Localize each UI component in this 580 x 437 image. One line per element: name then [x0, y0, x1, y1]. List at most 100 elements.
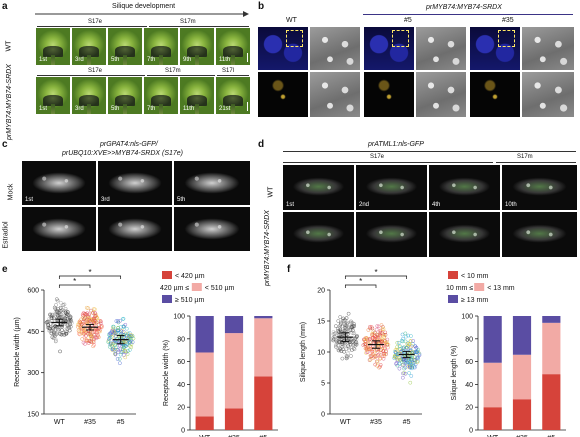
data-point	[385, 342, 390, 347]
data-point	[409, 334, 413, 338]
data-point	[93, 307, 97, 312]
data-point	[400, 363, 405, 368]
data-point	[66, 317, 70, 321]
silique-image: 11th	[216, 28, 250, 65]
panel-d-stage2: S17m	[517, 154, 533, 160]
data-point	[126, 331, 130, 336]
data-point	[379, 323, 384, 327]
data-point	[395, 363, 400, 368]
bar-segment	[195, 316, 214, 353]
data-point	[382, 354, 387, 358]
data-point	[91, 311, 96, 315]
data-point	[86, 317, 91, 322]
y-tick-label: 80	[465, 336, 473, 343]
data-point	[68, 315, 73, 319]
x-tick-label: #35	[228, 435, 240, 437]
data-point	[89, 308, 93, 313]
x-tick-label: #5	[259, 435, 267, 437]
data-point	[77, 329, 82, 334]
data-point	[93, 318, 97, 323]
data-point	[118, 352, 123, 357]
data-point	[412, 358, 417, 363]
bar-segment	[254, 376, 273, 430]
y-axis-label: Silique length (mm)	[300, 322, 307, 382]
data-point	[413, 344, 418, 349]
bar-segment	[254, 316, 273, 319]
data-point	[81, 319, 86, 324]
data-point	[119, 329, 124, 334]
data-point	[375, 359, 379, 364]
data-point	[399, 349, 404, 353]
bar-segment	[483, 316, 502, 363]
data-point	[373, 362, 378, 367]
data-point	[373, 354, 378, 358]
fluorescence-zoom-image	[364, 72, 414, 117]
data-point	[336, 336, 340, 340]
bar-segment	[195, 416, 214, 430]
data-point	[374, 348, 379, 353]
y-tick-label: 60	[465, 359, 473, 366]
data-point	[337, 348, 341, 353]
data-point	[394, 361, 399, 365]
data-point	[397, 345, 402, 349]
data-point	[76, 322, 80, 327]
data-point	[91, 338, 96, 343]
data-point	[410, 365, 415, 370]
data-point	[346, 346, 351, 351]
data-point	[91, 330, 95, 335]
data-point	[91, 344, 95, 349]
data-point	[123, 340, 127, 345]
panel-a-row2-label: prMYB74:MYB74-SRDX	[6, 64, 13, 140]
data-point	[122, 333, 127, 337]
data-point	[48, 322, 53, 326]
data-point	[100, 325, 104, 329]
data-point	[416, 350, 421, 355]
data-point	[341, 316, 346, 321]
data-point	[85, 311, 90, 315]
x-tick-label: WT	[54, 419, 66, 426]
silique-image: 3rd	[72, 77, 106, 114]
data-point	[362, 337, 367, 341]
data-point	[336, 319, 341, 323]
data-point	[58, 300, 63, 305]
bar-segment	[512, 316, 532, 355]
data-point	[385, 337, 390, 342]
panel-d-images: 1st 2nd 4th 10th	[283, 165, 577, 257]
data-point	[380, 327, 385, 332]
data-point	[82, 317, 86, 322]
bar-segment	[542, 374, 561, 430]
data-point	[110, 348, 114, 352]
data-point	[377, 365, 381, 370]
data-point	[342, 349, 347, 354]
data-point	[114, 347, 119, 352]
data-point	[106, 338, 111, 343]
data-point	[116, 325, 120, 330]
data-point	[381, 349, 386, 354]
data-point	[93, 321, 98, 326]
data-point	[376, 324, 381, 329]
bar-segment	[512, 354, 532, 400]
data-point	[47, 328, 52, 333]
data-point	[364, 351, 368, 355]
data-point	[395, 340, 400, 345]
confocal-image	[174, 207, 250, 251]
significance-marker: *	[374, 268, 377, 277]
bar-segment	[195, 352, 214, 417]
data-point	[56, 314, 60, 318]
y-tick-label: 0	[469, 428, 473, 435]
data-point	[83, 312, 88, 317]
data-point	[61, 330, 66, 335]
y-tick-label: 15	[317, 319, 325, 326]
data-point	[81, 313, 86, 318]
data-point	[375, 360, 380, 364]
confocal-image	[502, 212, 577, 257]
silique-image: 5th	[108, 28, 142, 65]
significance-bracket	[344, 275, 408, 279]
data-point	[383, 333, 388, 337]
data-point	[110, 347, 115, 352]
x-tick-label: #5	[117, 419, 125, 426]
confocal-image: 1st	[283, 165, 354, 210]
data-point	[408, 380, 413, 385]
legend-swatch	[448, 295, 458, 303]
bar-segment	[512, 399, 532, 430]
